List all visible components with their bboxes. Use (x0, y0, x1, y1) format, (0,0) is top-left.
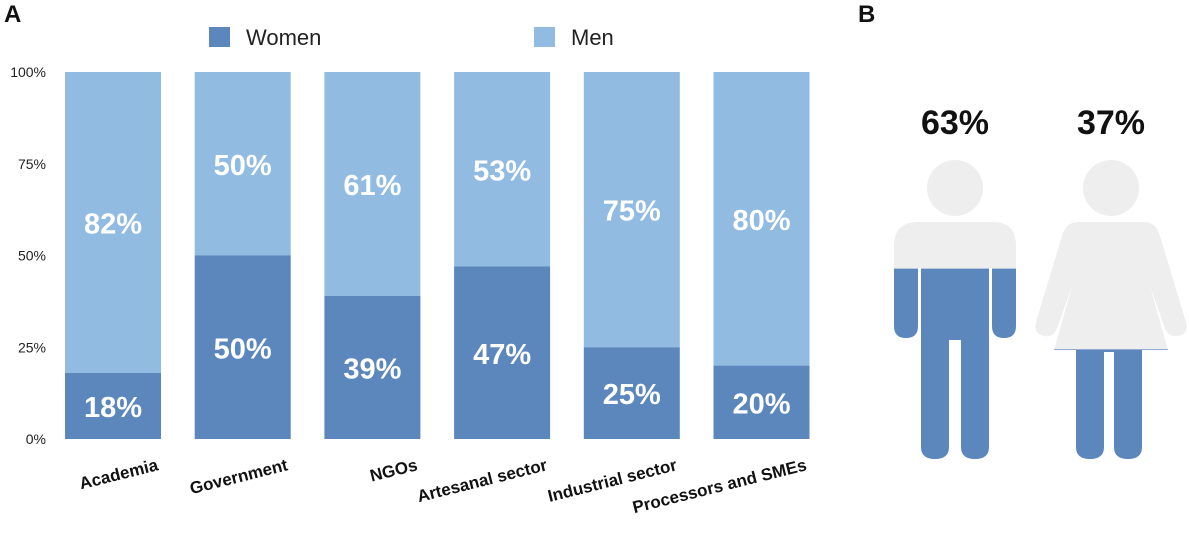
man-percent-label: 63% (921, 104, 989, 142)
data-label-women-ngos: 39% (343, 353, 401, 385)
data-label-women-government: 50% (214, 333, 272, 365)
category-label-academia: Academia (77, 455, 160, 493)
data-label-men-artesanal-sector: 53% (473, 155, 531, 187)
bar-men-academia (65, 72, 161, 373)
bar-women-processors-and-smes (713, 365, 810, 439)
bar-women-government (194, 255, 291, 439)
y-tick-label: 50% (18, 248, 46, 264)
y-tick-label: 100% (10, 64, 46, 80)
man-icon (894, 160, 1016, 459)
data-label-men-ngos: 61% (343, 170, 401, 202)
data-label-women-artesanal-sector: 47% (473, 339, 531, 371)
data-label-women-processors-and-smes: 20% (732, 388, 790, 420)
bar-men-ngos (324, 72, 421, 296)
category-label-artesanal-sector: Artesanal sector (415, 455, 549, 506)
bar-women-industrial-sector (583, 347, 680, 439)
bar-women-ngos (324, 295, 421, 439)
bar-women-artesanal-sector (454, 266, 551, 439)
stacked-bar-chart: 0% 25% 50% 75% 100% 18% 82% Academia 50% 50% Gover… (10, 64, 810, 517)
y-tick-label: 0% (26, 431, 46, 447)
data-label-men-industrial-sector: 75% (603, 196, 661, 228)
data-label-men-academia: 82% (84, 208, 142, 240)
woman-icon-fill (1035, 349, 1187, 459)
category-label-ngos: NGOs (368, 455, 419, 485)
data-label-women-academia: 18% (84, 392, 142, 424)
y-tick-label: 75% (18, 156, 46, 172)
legend-label-women: Women (246, 25, 321, 50)
pictogram-panel: 63% 37% (894, 104, 1187, 459)
bar-men-artesanal-sector (454, 72, 551, 267)
y-tick-label: 25% (18, 339, 46, 355)
panel-a-label: A (4, 1, 21, 28)
category-label-government: Government (188, 455, 290, 498)
bar-men-processors-and-smes (713, 72, 810, 366)
legend: Women Men (209, 25, 614, 50)
bar-men-government (194, 72, 291, 256)
data-label-men-government: 50% (214, 150, 272, 182)
man-icon-fill (894, 268, 1016, 459)
data-label-men-processors-and-smes: 80% (732, 205, 790, 237)
bar-men-industrial-sector (583, 72, 680, 348)
legend-swatch-men (534, 27, 555, 47)
woman-icon (1035, 160, 1187, 459)
legend-swatch-women (209, 27, 230, 47)
data-label-women-industrial-sector: 25% (603, 379, 661, 411)
legend-label-men: Men (571, 25, 614, 50)
woman-percent-label: 37% (1077, 104, 1145, 142)
woman-icon-base (1035, 160, 1187, 459)
bar-women-academia (65, 372, 161, 439)
panel-b-label: B (858, 1, 875, 28)
